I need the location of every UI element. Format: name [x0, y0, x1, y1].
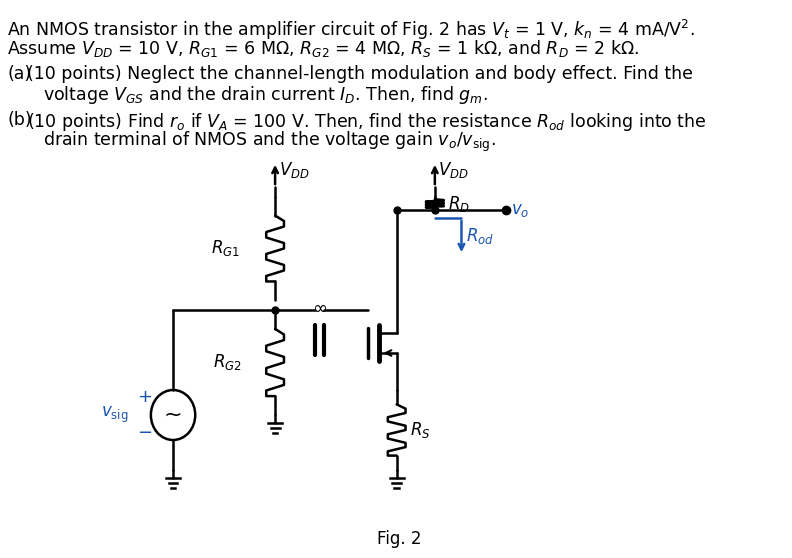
Text: −: −: [137, 424, 152, 442]
Text: drain terminal of NMOS and the voltage gain $v_o$/$v_\mathrm{sig}$.: drain terminal of NMOS and the voltage g…: [43, 130, 495, 154]
Text: (b): (b): [7, 111, 32, 129]
Text: $v_o$: $v_o$: [511, 201, 530, 219]
Text: ~: ~: [164, 405, 182, 425]
Text: $\infty$: $\infty$: [312, 299, 327, 317]
Text: Assume $V_{DD}$ = 10 V, $R_{G1}$ = 6 MΩ, $R_{G2}$ = 4 MΩ, $R_S$ = 1 kΩ, and $R_D: Assume $V_{DD}$ = 10 V, $R_{G1}$ = 6 MΩ,…: [7, 38, 639, 59]
Text: $R_{od}$: $R_{od}$: [466, 227, 494, 247]
Text: $R_D$: $R_D$: [448, 194, 470, 214]
Text: (10 points) Neglect the channel-length modulation and body effect. Find the: (10 points) Neglect the channel-length m…: [27, 65, 693, 83]
Text: (10 points) Find $r_o$ if $V_A$ = 100 V. Then, find the resistance $R_{od}$ look: (10 points) Find $r_o$ if $V_A$ = 100 V.…: [27, 111, 706, 133]
Text: (a): (a): [7, 65, 31, 83]
Text: $R_{G1}$: $R_{G1}$: [211, 238, 240, 258]
Text: $V_{DD}$: $V_{DD}$: [439, 160, 469, 180]
Text: $V_{DD}$: $V_{DD}$: [279, 160, 310, 180]
Text: $R_S$: $R_S$: [410, 420, 431, 440]
Text: +: +: [137, 388, 152, 406]
Text: $v_{\mathrm{sig}}$: $v_{\mathrm{sig}}$: [101, 405, 128, 425]
Text: $R_{G2}$: $R_{G2}$: [212, 353, 242, 373]
Text: voltage $V_{GS}$ and the drain current $I_D$. Then, find $g_m$.: voltage $V_{GS}$ and the drain current $…: [43, 84, 487, 106]
Text: An NMOS transistor in the amplifier circuit of Fig. 2 has $V_t$ = 1 V, $k_n$ = 4: An NMOS transistor in the amplifier circ…: [7, 18, 695, 42]
Text: Fig. 2: Fig. 2: [377, 530, 421, 548]
